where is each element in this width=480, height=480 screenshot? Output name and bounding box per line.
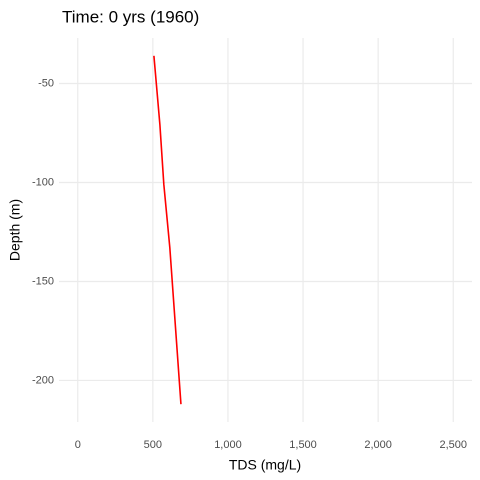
x-tick-label: 2,000 (364, 439, 392, 451)
x-tick-label: 1,000 (214, 439, 242, 451)
y-tick-label: -200 (32, 374, 54, 386)
chart-title: Time: 0 yrs (1960) (62, 7, 199, 26)
x-tick-label: 0 (75, 439, 81, 451)
y-tick-label: -100 (32, 176, 54, 188)
x-tick-label: 500 (144, 439, 162, 451)
y-tick-label: -150 (32, 275, 54, 287)
x-tick-label: 1,500 (289, 439, 317, 451)
data-line (153, 55, 182, 405)
x-tick-label: 2,500 (439, 439, 467, 451)
y-tick-label: -50 (38, 77, 54, 89)
y-axis-title: Depth (m) (7, 199, 23, 261)
plot-area (153, 55, 182, 405)
x-axis-title: TDS (mg/L) (229, 457, 301, 473)
grid (59, 38, 472, 422)
